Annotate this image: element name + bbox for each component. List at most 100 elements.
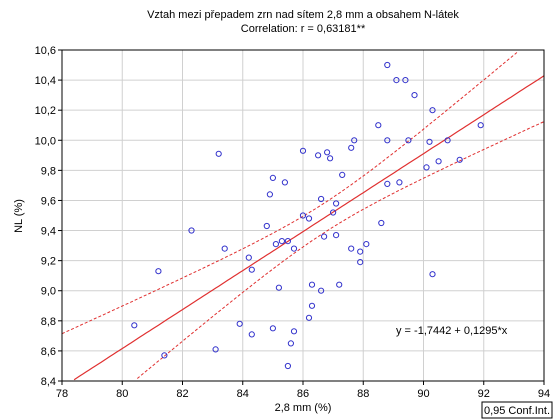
x-tick-label: 92 bbox=[478, 388, 490, 400]
confidence-legend: 0,95 Conf.Int. bbox=[481, 401, 553, 419]
data-point bbox=[384, 61, 391, 69]
y-tick-label: 8,4 bbox=[41, 376, 56, 388]
data-point bbox=[155, 268, 162, 275]
data-point bbox=[423, 164, 430, 171]
data-point bbox=[287, 340, 294, 347]
x-tick-label: 88 bbox=[357, 388, 369, 400]
data-point bbox=[375, 122, 382, 129]
confidence-band-lower bbox=[136, 121, 545, 379]
confidence-legend-label: 0,95 Conf.Int. bbox=[484, 405, 550, 417]
y-axis-label: NL (%) bbox=[13, 199, 25, 233]
data-point bbox=[248, 266, 255, 273]
data-point bbox=[429, 271, 436, 278]
data-point bbox=[357, 259, 364, 266]
data-point bbox=[299, 212, 307, 219]
data-point bbox=[396, 179, 403, 186]
chart-subtitle: Correlation: r = 0,63181** bbox=[241, 23, 366, 35]
y-tick-label: 9,6 bbox=[41, 195, 56, 207]
data-point bbox=[393, 77, 400, 84]
data-point bbox=[444, 137, 451, 144]
data-point bbox=[357, 248, 364, 255]
data-point bbox=[348, 144, 355, 151]
y-tick-label: 10,4 bbox=[35, 75, 56, 87]
data-point bbox=[318, 195, 325, 203]
regression-layer bbox=[73, 75, 545, 381]
data-point bbox=[275, 284, 282, 291]
data-point bbox=[351, 137, 358, 144]
data-point bbox=[284, 362, 291, 370]
data-point bbox=[321, 233, 328, 240]
y-tick-label: 9,8 bbox=[41, 165, 56, 177]
y-axis-ticks: 8,4 8,6 8,8 9,0 9,2 9,4 9,6 9,8 10,0 10,2 10,4 10,6 bbox=[35, 45, 62, 388]
data-point bbox=[477, 122, 484, 129]
data-point bbox=[426, 138, 433, 145]
data-point bbox=[284, 238, 291, 245]
data-point bbox=[215, 150, 222, 157]
data-point bbox=[333, 232, 340, 239]
data-point bbox=[402, 77, 409, 84]
data-point bbox=[456, 156, 463, 163]
x-tick-label: 78 bbox=[56, 388, 68, 400]
grid-lines bbox=[62, 50, 544, 381]
data-points bbox=[131, 61, 484, 370]
y-tick-label: 10,0 bbox=[35, 135, 56, 147]
x-tick-label: 90 bbox=[417, 388, 429, 400]
x-tick-label: 86 bbox=[297, 388, 309, 400]
data-point bbox=[305, 215, 313, 222]
data-point bbox=[131, 322, 138, 329]
y-tick-label: 8,6 bbox=[41, 346, 56, 358]
data-point bbox=[245, 254, 252, 261]
data-point bbox=[348, 245, 355, 252]
data-point bbox=[272, 241, 279, 248]
data-point bbox=[333, 200, 340, 207]
data-point bbox=[188, 227, 195, 234]
confidence-band-upper bbox=[61, 52, 518, 335]
data-point bbox=[299, 147, 307, 154]
x-tick-label: 84 bbox=[237, 388, 249, 400]
y-tick-label: 9,2 bbox=[41, 256, 56, 268]
data-point bbox=[305, 314, 313, 321]
x-axis-ticks: 78 80 82 84 86 88 90 92 94 bbox=[56, 381, 550, 400]
data-point bbox=[308, 281, 316, 288]
x-tick-label: 94 bbox=[538, 388, 550, 400]
data-point bbox=[435, 158, 442, 165]
data-point bbox=[378, 219, 385, 227]
data-point bbox=[278, 238, 285, 245]
data-point bbox=[429, 107, 436, 114]
data-point bbox=[269, 325, 276, 332]
regression-line bbox=[73, 75, 545, 381]
data-point bbox=[339, 171, 346, 178]
data-point bbox=[384, 180, 391, 187]
y-tick-label: 10,2 bbox=[35, 105, 56, 117]
data-point bbox=[327, 155, 334, 162]
y-tick-label: 8,8 bbox=[41, 316, 56, 328]
data-point bbox=[411, 92, 418, 99]
data-point bbox=[363, 241, 370, 248]
confidence-band bbox=[61, 52, 545, 379]
data-point bbox=[161, 352, 168, 359]
data-point bbox=[308, 302, 316, 309]
data-point bbox=[248, 331, 255, 338]
x-axis-label: 2,8 mm (%) bbox=[275, 402, 332, 414]
data-point bbox=[384, 137, 391, 144]
data-point bbox=[318, 287, 325, 294]
y-tick-label: 10,6 bbox=[35, 45, 56, 57]
data-point bbox=[212, 346, 219, 353]
data-point bbox=[405, 137, 412, 144]
chart-title: Vztah mezi přepadem zrn nad sítem 2,8 mm… bbox=[147, 9, 459, 21]
data-point bbox=[221, 245, 228, 252]
data-point bbox=[269, 174, 276, 181]
data-point bbox=[336, 281, 343, 288]
data-point bbox=[290, 245, 298, 252]
y-tick-label: 9,0 bbox=[41, 286, 56, 298]
data-point bbox=[281, 179, 288, 186]
data-point bbox=[324, 149, 331, 156]
data-point bbox=[263, 222, 270, 230]
data-point bbox=[330, 209, 337, 216]
y-tick-label: 9,4 bbox=[41, 226, 56, 238]
data-point bbox=[266, 191, 273, 198]
data-point bbox=[236, 320, 243, 327]
regression-equation: y = -1,7442 + 0,1295*x bbox=[396, 325, 508, 337]
data-point bbox=[315, 152, 322, 159]
